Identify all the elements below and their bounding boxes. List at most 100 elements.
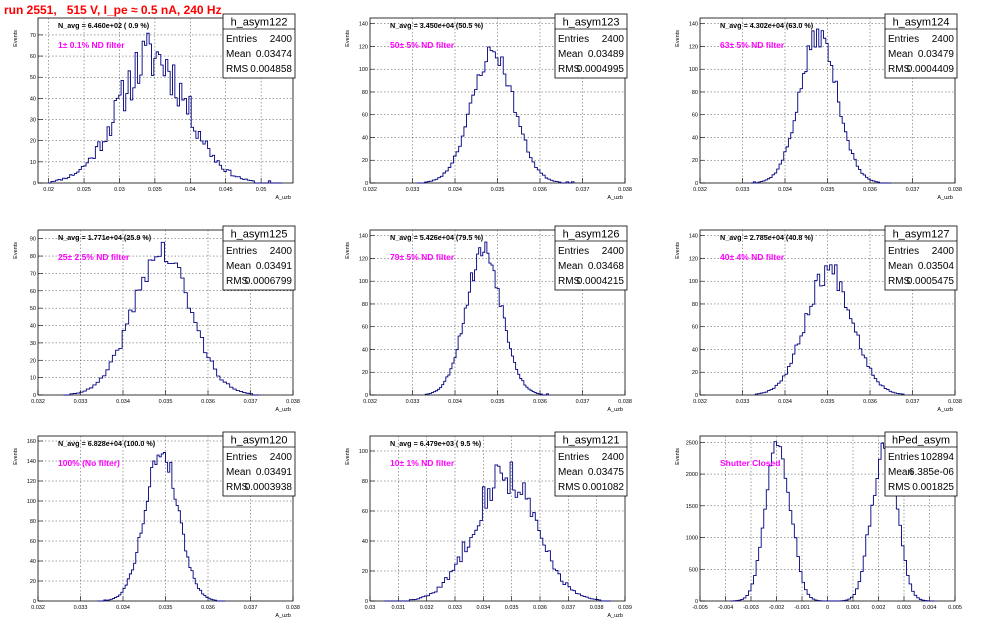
y-tick-label: 60 <box>362 325 368 331</box>
stats-key: Entries <box>226 34 257 45</box>
y-tick-label: 40 <box>362 539 368 545</box>
stats-value: 0.0006799 <box>245 276 293 287</box>
x-tick-label: -0.005 <box>692 605 708 611</box>
y-tick-label: 60 <box>692 325 698 331</box>
stats-box-frame <box>222 225 296 291</box>
stats-value: 0.03474 <box>256 49 293 60</box>
stats-value: 0.03479 <box>918 49 955 60</box>
x-tick-label: 0.032 <box>420 605 434 611</box>
x-tick-label: 0.025 <box>77 187 91 193</box>
stats-value: 0.0004409 <box>907 64 955 75</box>
filter-annotation: 100% (No filter) <box>58 458 120 468</box>
x-tick-label: -0.002 <box>769 605 785 611</box>
x-tick-label: 0.036 <box>533 187 547 193</box>
stats-key: Mean <box>888 261 913 272</box>
x-tick-label: 0.045 <box>219 187 233 193</box>
x-tick-label: 0.039 <box>618 605 632 611</box>
filter-annotation: 63± 5% ND filter <box>720 40 785 50</box>
stats-key: RMS <box>558 482 581 493</box>
y-axis-label: Events <box>13 30 19 47</box>
y-tick-label: 100 <box>27 499 36 505</box>
x-tick-label: 0.035 <box>491 399 505 405</box>
x-tick-label: 0.033 <box>448 605 462 611</box>
filter-annotation: Shutter Closed <box>720 458 780 468</box>
navg-label: N_avg = 4.302e+04 (63.0 %) <box>720 21 814 30</box>
histogram-name: h_asym123 <box>563 17 620 29</box>
x-tick-label: 0.035 <box>148 187 162 193</box>
x-tick-label: 0.035 <box>159 399 173 405</box>
stats-value: 0.0004995 <box>577 64 625 75</box>
stats-key: RMS <box>888 276 911 287</box>
y-tick-label: 20 <box>30 139 36 145</box>
histogram-panel-h_asym122: 0.02 0.025 0.03 0.035 0.04 0.045 0.05 0 10 20 30 40… <box>13 13 296 201</box>
x-tick-label: 0.034 <box>476 605 490 611</box>
x-tick-label: 0.03 <box>365 605 376 611</box>
stats-key: Mean <box>888 49 913 60</box>
stats-value: 0.004858 <box>250 64 292 75</box>
stats-key: RMS <box>226 276 249 287</box>
x-tick-label: 0.033 <box>74 399 88 405</box>
y-tick-label: 2000 <box>686 472 698 478</box>
y-tick-label: 60 <box>362 113 368 119</box>
stats-value: 0.03475 <box>588 467 625 478</box>
y-tick-label: 40 <box>362 135 368 141</box>
x-axis-label: A_uzb <box>607 407 623 413</box>
y-tick-label: 10 <box>30 160 36 166</box>
histogram-line <box>97 452 225 602</box>
stats-key: Mean <box>226 49 251 60</box>
y-tick-label: 20 <box>362 158 368 164</box>
y-tick-label: 80 <box>30 254 36 260</box>
x-tick-label: 0.037 <box>244 605 258 611</box>
stats-value: 102894 <box>921 452 955 463</box>
histogram-panel-hPed_asym: -0.005 -0.004 -0.003 -0.002 -0.001 0 0.001 0.00… <box>675 431 962 611</box>
y-tick-label: 60 <box>692 113 698 119</box>
y-axis-label: Events <box>675 30 681 47</box>
y-tick-label: 40 <box>692 347 698 353</box>
x-tick-label: 0.036 <box>201 605 215 611</box>
x-tick-label: 0.037 <box>244 399 258 405</box>
y-tick-label: 0 <box>695 599 698 605</box>
histogram-name: hPed_asym <box>892 435 950 447</box>
x-tick-label: 0.038 <box>286 605 300 611</box>
x-tick-label: 0.003 <box>897 605 911 611</box>
x-tick-label: 0.04 <box>185 187 196 193</box>
stats-key: RMS <box>226 64 249 75</box>
stats-box: h_asym121 Entries 2400 Mean 0.03475 RMS 0.0010… <box>554 431 628 497</box>
histogram-panel-h_asym121: 0.03 0.031 0.032 0.033 0.034 0.035 0.036 0.037 0… <box>345 431 632 619</box>
y-tick-label: 40 <box>30 324 36 330</box>
histogram-name: h_asym121 <box>563 435 620 447</box>
stats-box: h_asym122 Entries 2400 Mean 0.03474 RMS 0.0048… <box>222 13 296 79</box>
y-tick-label: 100 <box>359 449 368 455</box>
y-axis-label: Events <box>13 448 19 465</box>
x-tick-label: 0.032 <box>31 605 45 611</box>
stats-value: 0.03491 <box>256 467 293 478</box>
x-tick-label: 0.034 <box>778 187 792 193</box>
x-tick-label: 0.032 <box>363 399 377 405</box>
y-tick-label: 50 <box>30 306 36 312</box>
x-tick-label: 0.001 <box>846 605 860 611</box>
stats-value: 0.03491 <box>256 261 293 272</box>
navg-label: N_avg = 6.479e+03 ( 9.5 %) <box>390 439 482 448</box>
x-tick-label: 0.05 <box>256 187 267 193</box>
y-tick-label: 60 <box>30 539 36 545</box>
x-tick-label: 0.037 <box>576 187 590 193</box>
y-tick-label: 2500 <box>686 440 698 446</box>
x-axis-label: A_uzb <box>275 195 291 201</box>
x-tick-label: 0.037 <box>906 187 920 193</box>
y-tick-label: 20 <box>362 569 368 575</box>
x-tick-label: 0.038 <box>948 187 962 193</box>
stats-value: 2400 <box>602 452 625 463</box>
filter-annotation: 50± 5% ND filter <box>390 40 455 50</box>
y-tick-label: 140 <box>689 234 698 240</box>
x-tick-label: 0.038 <box>286 399 300 405</box>
x-tick-label: 0.031 <box>391 605 405 611</box>
x-tick-label: 0.033 <box>736 187 750 193</box>
x-tick-label: 0.038 <box>590 605 604 611</box>
x-tick-label: -0.004 <box>718 605 734 611</box>
x-tick-label: 0.036 <box>201 399 215 405</box>
navg-label: N_avg = 2.785e+04 (40.8 %) <box>720 233 814 242</box>
y-tick-label: 1500 <box>686 504 698 510</box>
y-tick-label: 90 <box>30 237 36 243</box>
y-tick-label: 140 <box>359 234 368 240</box>
stats-value: 0.03468 <box>588 261 625 272</box>
